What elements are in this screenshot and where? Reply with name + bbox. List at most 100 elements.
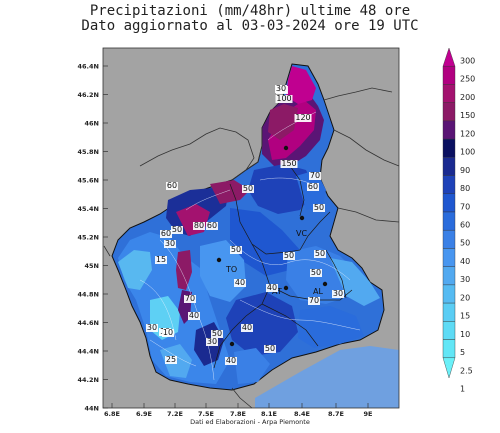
isoline-label-box <box>280 160 298 168</box>
colorbar-label: 120 <box>460 129 475 138</box>
colorbar-label: 15 <box>460 312 470 321</box>
isoline-label: 40 <box>226 356 236 365</box>
colorbar-label: 2.5 <box>460 366 473 375</box>
colorbar-swatch <box>442 47 456 67</box>
lat-tick-label: 44.6N <box>78 319 99 327</box>
isoline-label-box <box>188 312 200 320</box>
lat-tick-label: 46.2N <box>78 91 99 99</box>
colorbar-label: 40 <box>460 257 470 266</box>
isoline-label: 30 <box>165 239 175 248</box>
lon-tick-label: 9E <box>364 410 373 418</box>
isoline-label-box <box>308 297 320 305</box>
isoline-label: 50 <box>243 184 253 193</box>
colorbar: 300 250 200 150 120 100 90 80 70 60 50 40 30 20 15 10 5 2… <box>442 47 475 393</box>
colorbar-label: 5 <box>460 348 465 357</box>
isoline-label: 120 <box>295 113 310 122</box>
isoline-label: 50 <box>231 245 241 254</box>
colorbar-label: 50 <box>460 239 470 248</box>
colorbar-label: 20 <box>460 293 470 302</box>
lon-tick-label: 7.2E <box>167 410 183 418</box>
colorbar-swatch <box>442 284 456 304</box>
lon-tick-label: 8.1E <box>261 410 277 418</box>
colorbar-label: 200 <box>460 93 475 102</box>
lat-tick-label: 44.2N <box>78 376 99 384</box>
isoline-label: 15 <box>156 255 166 264</box>
isoline-label-box <box>283 252 295 260</box>
isoline-label: 100 <box>276 94 291 103</box>
city-label-torino: TO <box>225 265 237 274</box>
isoline-label: 40 <box>267 283 277 292</box>
isoline-label-box <box>225 357 237 365</box>
colorbar-swatch <box>442 102 456 122</box>
colorbar-swatch <box>442 248 456 267</box>
isoline-label-box <box>241 324 253 332</box>
colorbar-swatch <box>442 230 456 249</box>
colorbar-swatch <box>442 321 456 340</box>
colorbar-label: 1 <box>460 384 465 393</box>
isoline-label: 80 <box>194 221 204 230</box>
isoline-label-box <box>313 204 325 212</box>
colorbar-label: 80 <box>460 184 470 193</box>
map-border <box>102 47 400 409</box>
isoline-label-box <box>211 330 223 338</box>
colorbar-swatch <box>442 211 456 231</box>
colorbar-swatch <box>442 66 456 85</box>
colorbar-swatch <box>442 157 456 176</box>
isoline-label-box <box>294 114 312 122</box>
isoline-label: 60 <box>207 221 217 230</box>
isoline-label-box <box>184 295 196 303</box>
isoline-label: 50 <box>314 203 324 212</box>
colorbar-swatch <box>442 84 456 103</box>
isoline-label: 30 <box>147 323 157 332</box>
latitude-ticks: 46.4N 46.2N 46N 45.8N 45.6N 45.4N 45.2N 45N 44.8… <box>78 63 108 413</box>
isoline-label: 50 <box>212 329 222 338</box>
colorbar-label: 10 <box>460 330 470 339</box>
lat-tick-label: 45.2N <box>78 234 99 242</box>
isoline-label: 70 <box>309 296 319 305</box>
lat-tick-label: 45N <box>85 262 100 270</box>
isoline-label-box <box>264 345 276 353</box>
city-dot-torino <box>216 257 222 263</box>
lon-tick-label: 7.8E <box>230 410 246 418</box>
city-dot-asti <box>283 285 289 291</box>
isoline-label-box <box>162 329 174 337</box>
lat-tick-label: 44.8N <box>78 291 99 299</box>
isoline-label-box <box>242 185 254 193</box>
isoline-label: 60 <box>167 181 177 190</box>
colorbar-label: 60 <box>460 220 470 229</box>
isoline-label-box <box>275 95 293 103</box>
lon-tick-label: 8.7E <box>328 410 344 418</box>
city-label-alessandria: AL <box>313 287 323 296</box>
isoline-label: 150 <box>281 159 296 168</box>
isoline-label-box <box>206 222 218 230</box>
isoline-label: 30 <box>276 84 286 93</box>
isoline-label: 70 <box>185 294 195 303</box>
isoline-label: 50 <box>265 344 275 353</box>
colorbar-swatch <box>442 175 456 194</box>
isoline-label: 50 <box>284 251 294 260</box>
city-dot-verbania <box>283 145 289 151</box>
lat-tick-label: 46N <box>85 120 100 128</box>
isoline-label-box <box>275 85 287 93</box>
isoline-label-box <box>171 226 183 234</box>
isoline-label-box <box>266 284 278 292</box>
lon-tick-label: 6.8E <box>104 410 120 418</box>
isoline-label-box <box>310 269 322 277</box>
longitude-ticks: 6.8E 6.9E 7.2E 7.5E 7.8E 8.1E 8.4E 8.7E 9E <box>104 403 372 418</box>
lat-tick-label: 44N <box>85 405 100 413</box>
colorbar-label: 90 <box>460 166 470 175</box>
lat-tick-label: 45.4N <box>78 205 99 213</box>
admin-borders <box>103 87 400 409</box>
colorbar-swatch <box>442 302 456 322</box>
colorbar-swatch <box>442 138 456 158</box>
isoline-label-box <box>193 222 205 230</box>
isoline-label-box <box>309 172 321 180</box>
isoline-value-labels: 3010012015070605030606080505030405070503… <box>146 84 344 365</box>
colorbar-label: 150 <box>460 111 475 120</box>
city-label-vercelli: VC <box>296 229 307 238</box>
isoline-label: 40 <box>235 278 245 287</box>
lat-tick-label: 44.4N <box>78 348 99 356</box>
colorbar-swatch <box>442 266 456 286</box>
city-dot-cuneo <box>229 341 235 347</box>
title-line-2: Dato aggiornato al 03-03-2024 ore 19 UTC <box>81 18 419 34</box>
